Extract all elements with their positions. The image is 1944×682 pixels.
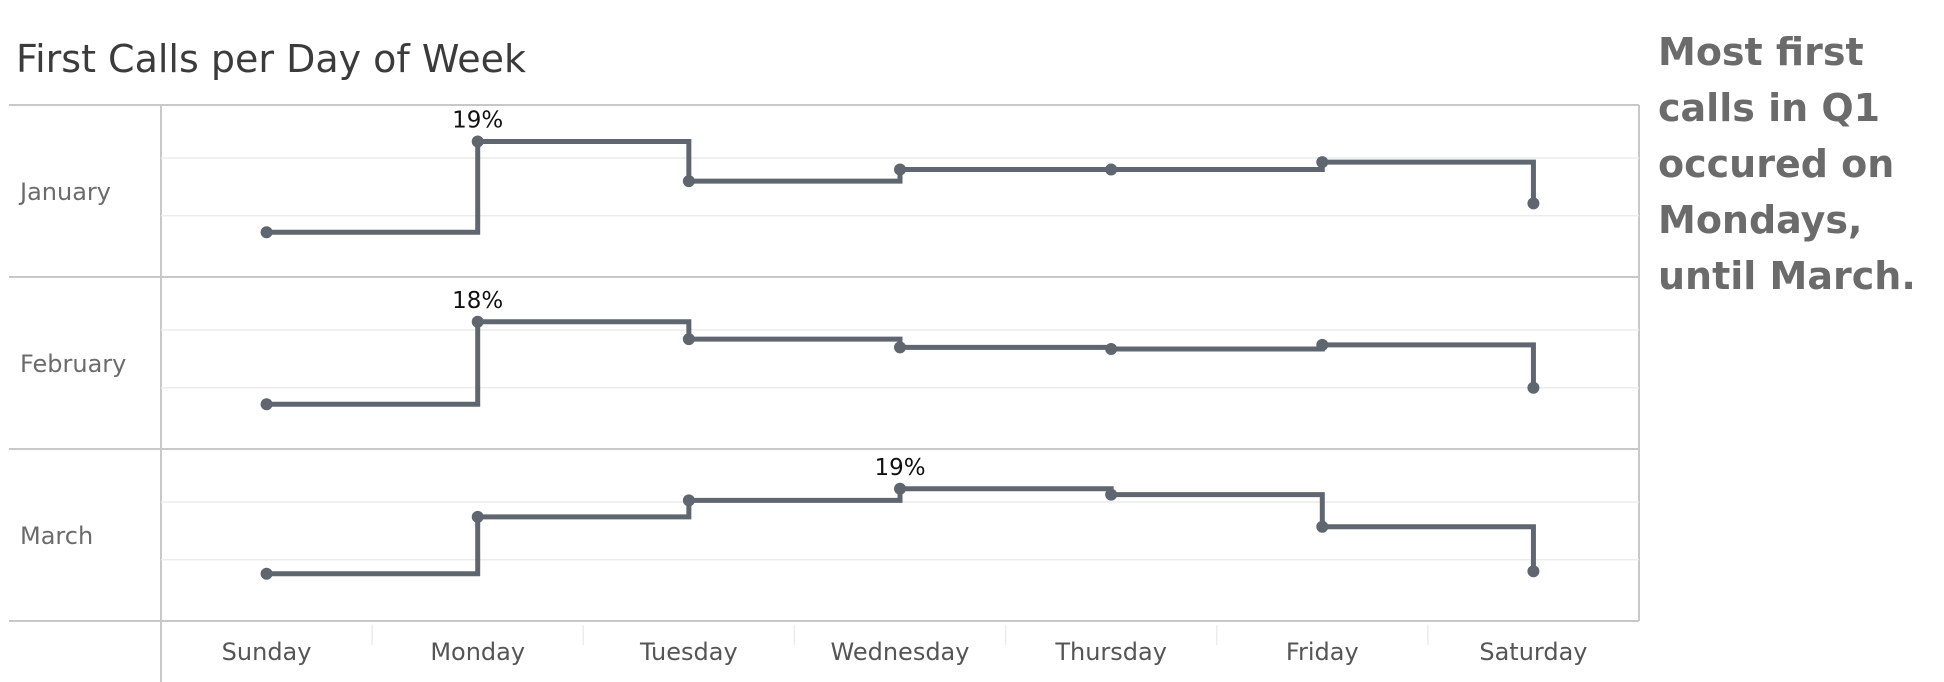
data-point	[894, 341, 906, 354]
data-point	[471, 510, 484, 523]
data-point	[1316, 520, 1329, 533]
data-point	[1527, 565, 1540, 578]
chart-frame	[9, 104, 1640, 682]
data-point	[260, 398, 273, 411]
data-point	[1527, 197, 1540, 210]
x-tick-label: Saturday	[1479, 638, 1587, 666]
chart-rows: January 19% February 18% March 19%	[18, 108, 1639, 580]
row-label: March	[20, 522, 93, 550]
data-point	[682, 175, 695, 188]
data-point	[894, 482, 906, 495]
data-point	[894, 163, 906, 176]
x-tick-label: Monday	[430, 638, 525, 666]
data-point	[1105, 163, 1118, 176]
data-point	[1316, 156, 1329, 169]
row-label: January	[18, 178, 111, 206]
data-point	[1105, 342, 1118, 355]
x-axis-ticks: Sunday Monday Tuesday Wednesday Thursday Frid…	[222, 625, 1588, 666]
row-march: March 19%	[20, 455, 1639, 580]
data-label: 19%	[452, 108, 503, 134]
data-point	[1316, 338, 1329, 351]
row-february: February 18%	[20, 288, 1639, 411]
data-point	[682, 333, 695, 346]
chart-title: First Calls per Day of Week	[16, 37, 526, 81]
row-january: January 19%	[18, 108, 1639, 239]
data-point	[682, 494, 695, 507]
x-tick-label: Sunday	[222, 638, 312, 666]
annotation-text: Most first calls in Q1 occured on Monday…	[1658, 30, 1916, 298]
data-label: 19%	[874, 455, 925, 481]
data-point	[471, 315, 484, 328]
data-point	[1527, 381, 1540, 394]
data-point	[260, 226, 273, 239]
data-point	[471, 135, 484, 148]
data-point	[1105, 488, 1118, 501]
series-line	[266, 139, 1536, 235]
x-tick-label: Tuesday	[639, 638, 738, 666]
series-line	[266, 319, 1536, 407]
data-label: 18%	[452, 288, 503, 314]
x-tick-label: Friday	[1286, 638, 1359, 666]
data-point	[260, 567, 273, 580]
x-tick-label: Wednesday	[831, 638, 970, 666]
row-label: February	[20, 350, 126, 378]
x-tick-label: Thursday	[1054, 638, 1167, 666]
